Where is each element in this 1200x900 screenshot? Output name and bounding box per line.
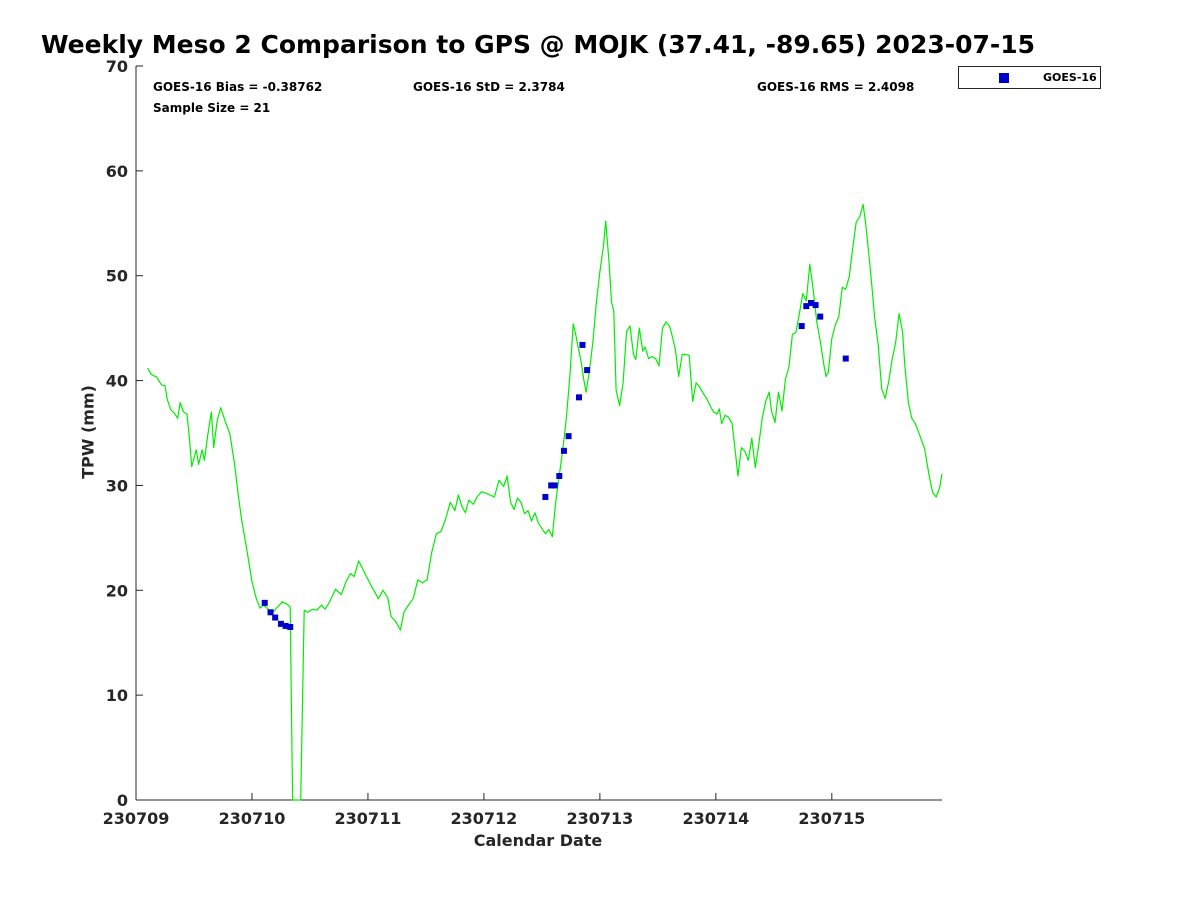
y-tick-label: 50	[106, 267, 128, 286]
stat-rms: GOES-16 RMS = 2.4098	[757, 80, 915, 94]
goes16-point	[556, 472, 563, 479]
x-tick-label: 230709	[103, 809, 170, 828]
y-axis-label: TPW (mm)	[78, 385, 98, 479]
goes16-point	[812, 302, 819, 309]
goes16-point	[807, 299, 814, 306]
axes: 0 10 20 30 40 50 60 70 230709 230710 230711 230712 2…	[103, 57, 942, 828]
goes16-point	[579, 341, 586, 348]
goes16-point	[267, 609, 274, 616]
x-tick-label: 230710	[219, 809, 286, 828]
data-layer	[147, 203, 943, 801]
y-tick-label: 10	[106, 686, 128, 705]
goes16-point	[798, 323, 805, 330]
goes16-point	[803, 303, 810, 310]
x-tick-label: 230712	[451, 809, 518, 828]
gps-tpw-line	[147, 203, 943, 801]
stat-sample-size: Sample Size = 21	[153, 101, 271, 115]
x-axis-label: Calendar Date	[473, 831, 603, 850]
x-tick-label: 230713	[566, 809, 633, 828]
goes16-point	[272, 614, 279, 621]
goes16-point	[287, 623, 294, 630]
x-tick-label: 230711	[335, 809, 402, 828]
y-tick-label: 0	[117, 791, 128, 810]
y-tick-label: 40	[106, 372, 128, 391]
goes16-point	[548, 482, 555, 489]
stat-std: GOES-16 StD = 2.3784	[413, 80, 565, 94]
goes16-point	[542, 493, 549, 500]
y-tick-label: 20	[106, 581, 128, 600]
y-tick-label: 60	[106, 162, 128, 181]
legend: GOES-16	[958, 66, 1101, 89]
y-tick-label: 70	[106, 57, 128, 76]
goes16-point	[261, 599, 268, 606]
x-tick-label: 230714	[682, 809, 749, 828]
goes16-point	[817, 313, 824, 320]
legend-label-goes16: GOES-16	[1043, 71, 1097, 84]
goes16-point	[282, 622, 289, 629]
goes16-point	[565, 433, 572, 440]
goes16-point	[842, 355, 849, 362]
x-tick-label: 230715	[798, 809, 865, 828]
goes16-point	[584, 367, 591, 374]
goes16-point	[551, 482, 558, 489]
legend-swatch-goes16	[999, 73, 1009, 83]
chart-title: Weekly Meso 2 Comparison to GPS @ MOJK (…	[41, 30, 1036, 59]
stat-bias: GOES-16 Bias = -0.38762	[153, 80, 323, 94]
goes16-point	[560, 447, 567, 454]
goes16-point	[576, 394, 583, 401]
y-tick-label: 30	[106, 476, 128, 495]
goes16-point	[277, 620, 284, 627]
